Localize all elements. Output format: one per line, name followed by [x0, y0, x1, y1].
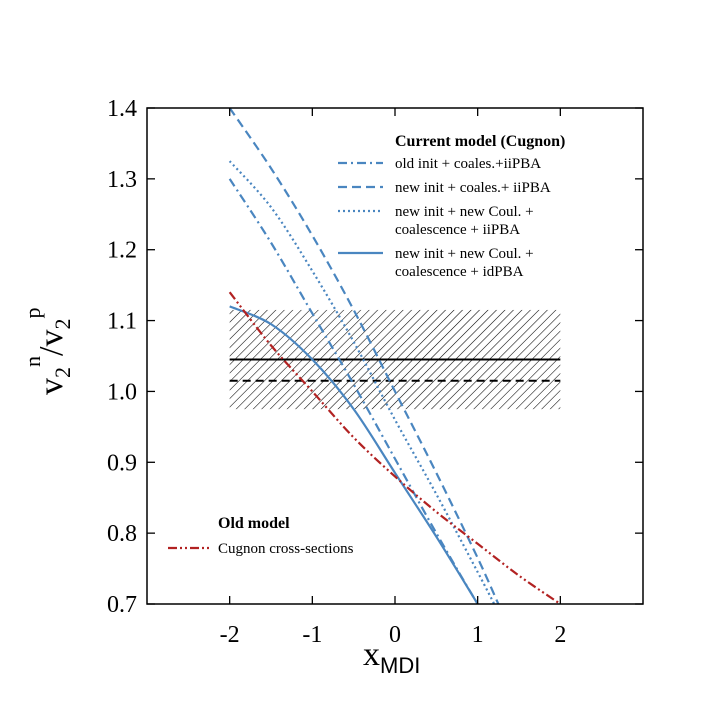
x-tick-label: 1 [472, 622, 484, 648]
y-tick-label: 1.1 [107, 309, 137, 335]
y-tick-label: 0.8 [107, 521, 137, 547]
x-tick-label: 0 [389, 622, 401, 648]
legend-heading: Old model [218, 515, 290, 532]
experimental-band-layer [229, 309, 561, 410]
legend-label-2: new init + new Coul. + coalescence + iiPB… [395, 204, 534, 238]
y-tick-label: 1.3 [107, 167, 137, 193]
y-tick-label: 0.9 [107, 450, 137, 476]
series-line-4 [228, 291, 561, 604]
x-axis-label: xMDI [363, 636, 420, 678]
x-tick-label: 2 [554, 622, 566, 648]
legend: Current model (Cugnon) Old model old init … [168, 133, 565, 557]
legend-label-1: new init + coales.+ iiPBA [395, 180, 551, 196]
tick-layer: -2 -1 0 1 2 0.7 0.8 0.9 1.0 1.1 1.2 1.3 1.4 [107, 96, 643, 648]
legend-label-0: old init + coales.+iiPBA [395, 156, 541, 172]
x-tick-label: -1 [302, 622, 322, 648]
series-line-2 [228, 160, 496, 604]
x-tick-label: -2 [220, 622, 240, 648]
legend-label-4: Cugnon cross-sections [218, 541, 354, 557]
axis-label-layer: xMDI v2n/v2p [20, 308, 420, 678]
legend-heading: Current model (Cugnon) [395, 133, 565, 150]
y-tick-label: 1.0 [107, 379, 137, 405]
y-axis-label: v2n/v2p [20, 308, 75, 395]
series-line-3 [229, 305, 479, 604]
y-tick-label: 0.7 [107, 592, 137, 618]
series-layer [228, 108, 561, 604]
series-line-1 [228, 108, 500, 604]
y-tick-label: 1.4 [107, 96, 137, 122]
y-tick-label: 1.2 [107, 238, 137, 264]
legend-label-3: new init + new Coul. + coalescence + idPB… [395, 246, 534, 280]
